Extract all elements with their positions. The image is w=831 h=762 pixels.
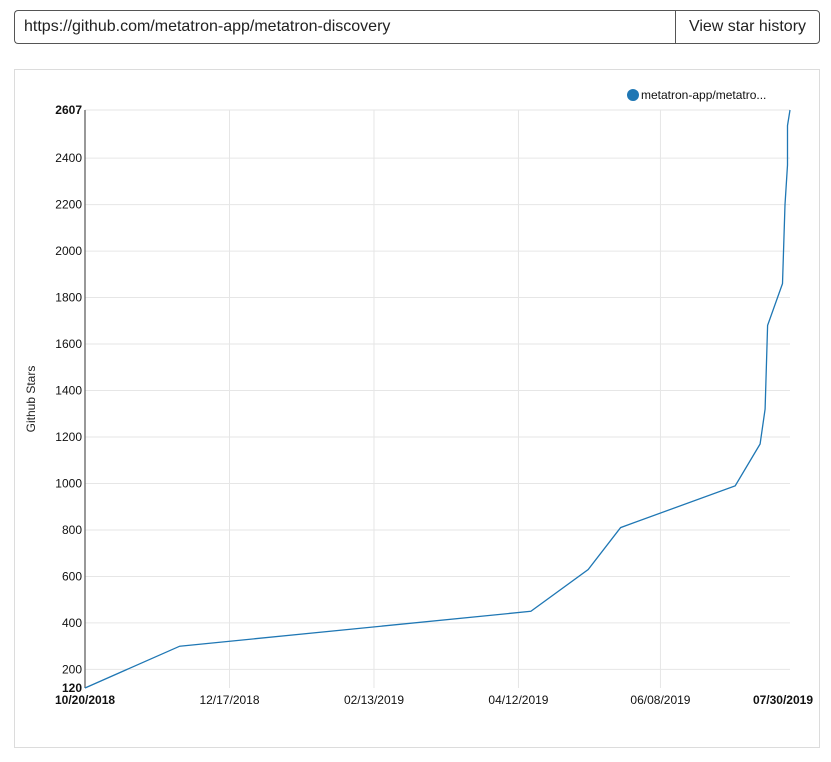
data-point <box>529 610 532 613</box>
y-tick-label: 2607 <box>55 103 82 117</box>
y-tick-label: 1000 <box>55 476 82 490</box>
y-tick-label: 800 <box>62 523 82 537</box>
grid <box>85 109 790 688</box>
repo-url-input[interactable] <box>14 10 675 44</box>
series-line <box>84 109 791 689</box>
y-tick-label: 1800 <box>55 291 82 305</box>
view-star-history-button[interactable]: View star history <box>675 10 820 44</box>
y-tick-label: 2000 <box>55 244 82 258</box>
toolbar: View star history <box>14 10 820 44</box>
x-tick-label: 12/17/2018 <box>199 693 259 707</box>
y-axis-label: Github Stars <box>24 366 38 433</box>
data-point <box>734 484 737 487</box>
legend-swatch <box>627 89 639 101</box>
y-tick-label: 200 <box>62 662 82 676</box>
data-point <box>759 442 762 445</box>
x-tick-label: 07/30/2019 <box>753 693 813 707</box>
tick-labels: 120 200 400 600 800 1000 1200 1400 1600 1800 2000 2… <box>55 103 813 707</box>
y-tick-label: 1400 <box>55 384 82 398</box>
y-tick-label: 600 <box>62 569 82 583</box>
y-tick-label: 2400 <box>55 151 82 165</box>
y-tick-label: 120 <box>62 681 82 695</box>
legend: metatron-app/metatro... <box>627 88 766 102</box>
data-point <box>619 526 622 529</box>
x-tick-label: 06/08/2019 <box>630 693 690 707</box>
data-point <box>784 203 787 206</box>
data-point <box>764 408 767 411</box>
y-tick-label: 400 <box>62 616 82 630</box>
y-tick-label: 2200 <box>55 198 82 212</box>
data-point <box>84 687 87 690</box>
legend-label: metatron-app/metatro... <box>641 88 766 102</box>
x-tick-label: 02/13/2019 <box>344 693 404 707</box>
series <box>84 109 792 690</box>
data-point <box>178 645 181 648</box>
data-point <box>587 568 590 571</box>
data-point <box>789 109 792 112</box>
data-point <box>786 124 789 127</box>
y-tick-label: 1600 <box>55 337 82 351</box>
x-tick-label: 10/20/2018 <box>55 693 115 707</box>
data-point <box>766 324 769 327</box>
y-tick-label: 1200 <box>55 430 82 444</box>
star-history-chart: 120 200 400 600 800 1000 1200 1400 1600 1800 2000 2… <box>24 88 813 707</box>
x-tick-label: 04/12/2019 <box>488 693 548 707</box>
data-point <box>781 282 784 285</box>
data-point <box>786 164 789 167</box>
chart-card: 120 200 400 600 800 1000 1200 1400 1600 1800 2000 2… <box>14 69 820 748</box>
